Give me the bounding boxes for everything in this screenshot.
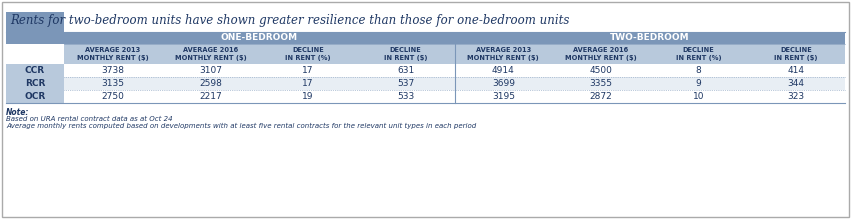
Text: 17: 17 — [302, 66, 314, 75]
Text: AVERAGE 2013
MONTHLY RENT ($): AVERAGE 2013 MONTHLY RENT ($) — [467, 47, 540, 61]
Bar — [6, 64, 845, 77]
Text: 414: 414 — [788, 66, 805, 75]
Text: Rents for two-bedroom units have shown greater resilience than those for one-bed: Rents for two-bedroom units have shown g… — [10, 14, 569, 27]
Text: DECLINE
IN RENT (%): DECLINE IN RENT (%) — [676, 47, 722, 61]
Text: CCR: CCR — [25, 66, 45, 75]
Text: 10: 10 — [693, 92, 705, 101]
Bar — [747, 44, 845, 64]
Text: MARKET
SEGMENT: MARKET SEGMENT — [15, 47, 54, 61]
Text: DECLINE
IN RENT ($): DECLINE IN RENT ($) — [774, 47, 818, 61]
Text: Based on URA rental contract data as at Oct 24: Based on URA rental contract data as at … — [6, 116, 173, 122]
Text: 8: 8 — [695, 66, 701, 75]
Text: 323: 323 — [788, 92, 805, 101]
Text: 3738: 3738 — [101, 66, 124, 75]
Text: Note:: Note: — [6, 108, 30, 117]
Text: 17: 17 — [302, 79, 314, 88]
Text: 19: 19 — [302, 92, 314, 101]
Text: 3699: 3699 — [492, 79, 515, 88]
Text: 4500: 4500 — [590, 66, 613, 75]
Text: 2217: 2217 — [199, 92, 222, 101]
Text: Average monthly rents computed based on developments with at least five rental c: Average monthly rents computed based on … — [6, 123, 477, 129]
Text: 2872: 2872 — [590, 92, 613, 101]
Bar — [6, 77, 845, 90]
Text: 2750: 2750 — [101, 92, 124, 101]
Text: 3355: 3355 — [590, 79, 613, 88]
Text: AVERAGE 2016
MONTHLY RENT ($): AVERAGE 2016 MONTHLY RENT ($) — [565, 47, 637, 61]
Text: TWO-BEDROOM: TWO-BEDROOM — [610, 34, 689, 42]
Text: 3107: 3107 — [199, 66, 222, 75]
Bar — [552, 44, 650, 64]
Text: 344: 344 — [788, 79, 805, 88]
Bar — [64, 32, 454, 44]
Text: AVERAGE 2013
MONTHLY RENT ($): AVERAGE 2013 MONTHLY RENT ($) — [77, 47, 149, 61]
Text: 3195: 3195 — [492, 92, 515, 101]
Bar — [64, 44, 162, 64]
FancyBboxPatch shape — [2, 2, 849, 217]
Text: 3135: 3135 — [101, 79, 124, 88]
Text: RCR: RCR — [25, 79, 45, 88]
Text: 4914: 4914 — [492, 66, 515, 75]
Text: 9: 9 — [695, 79, 701, 88]
Text: DECLINE
IN RENT (%): DECLINE IN RENT (%) — [285, 47, 331, 61]
Text: AVERAGE 2016
MONTHLY RENT ($): AVERAGE 2016 MONTHLY RENT ($) — [174, 47, 246, 61]
Bar — [6, 77, 64, 90]
Text: 631: 631 — [397, 66, 414, 75]
Bar — [6, 90, 845, 103]
Bar — [454, 32, 845, 44]
Bar — [162, 44, 260, 64]
Text: 2598: 2598 — [199, 79, 222, 88]
Text: DECLINE
IN RENT ($): DECLINE IN RENT ($) — [384, 47, 427, 61]
Bar — [6, 12, 64, 44]
Text: OCR: OCR — [25, 92, 46, 101]
Bar — [260, 44, 357, 64]
Text: 537: 537 — [397, 79, 414, 88]
Bar — [650, 44, 747, 64]
Bar — [6, 90, 64, 103]
Bar — [357, 44, 454, 64]
Text: ONE-BEDROOM: ONE-BEDROOM — [220, 34, 298, 42]
Bar — [454, 44, 552, 64]
Text: 533: 533 — [397, 92, 414, 101]
Bar — [6, 64, 64, 77]
